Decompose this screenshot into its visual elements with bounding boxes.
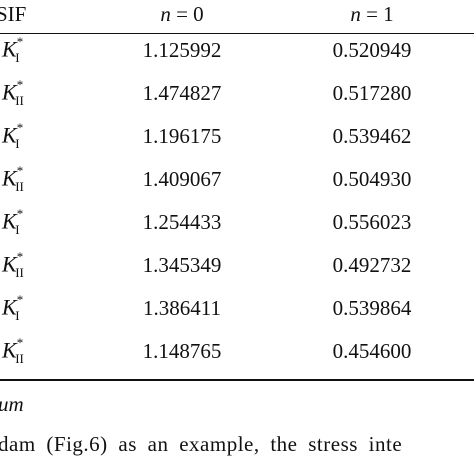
superscript: * [16,77,24,92]
value-cell: 0.556023 [332,210,412,234]
value-cell: 1.386411 [143,296,221,320]
sif-symbol: K*II [2,249,32,281]
header-text: = 0 [176,2,204,26]
value-cell: 0.520949 [332,38,412,62]
symbol: K [2,251,17,277]
symbol: K [2,337,17,363]
subscript: I [15,49,20,65]
symbol: K [2,165,17,191]
value-cell: 1.474827 [142,81,222,105]
value-cell: 1.345349 [142,253,222,277]
header-var: n [160,2,171,26]
symbol: K [2,122,17,148]
sif-symbol: K*I [2,206,28,238]
value-cell: 1.196175 [142,124,222,148]
subscript: I [15,221,20,237]
value-cell: 0.539864 [332,296,412,320]
header-var: n [350,2,361,26]
value-cell: 1.409067 [142,167,222,191]
superscript: * [16,34,24,49]
superscript: * [16,335,24,350]
header-cell: n = 1 [282,2,462,27]
symbol: K [2,294,17,320]
header-text: = 1 [366,2,394,26]
value-cell: 1.125992 [142,38,222,62]
sif-symbol: K*II [2,335,32,367]
subscript: I [15,135,20,151]
value-cell: 0.504930 [332,167,412,191]
sif-symbol: K*I [2,34,28,66]
section-heading: um [0,392,24,416]
sif-symbol: K*I [2,120,28,152]
value-cell: 1.254433 [142,210,222,234]
subscript: II [15,178,24,194]
value-cell: 0.454600 [332,339,412,363]
symbol: K [2,79,17,105]
superscript: * [16,163,24,178]
subscript: II [15,92,24,108]
sif-symbol: K*II [2,163,32,195]
superscript: * [16,292,24,307]
subscript: II [15,350,24,366]
value-cell: 0.539462 [332,124,412,148]
subscript: I [15,307,20,323]
header-cell: n = 0 [92,2,272,27]
symbol: K [2,36,17,62]
superscript: * [16,249,24,264]
sif-symbol: K*II [2,77,32,109]
superscript: * [16,206,24,221]
value-cell: 0.492732 [332,253,412,277]
header-rule [0,33,474,34]
symbol: K [2,208,17,234]
superscript: * [16,120,24,135]
paragraph: dam (Fig.6) as an example, the stress in… [0,432,403,456]
value-cell: 0.517280 [332,81,412,105]
header-label: SIF [0,2,27,26]
sif-symbol: K*I [2,292,28,324]
value-cell: 1.148765 [142,339,222,363]
subscript: II [15,264,24,280]
bottom-rule [0,379,474,381]
